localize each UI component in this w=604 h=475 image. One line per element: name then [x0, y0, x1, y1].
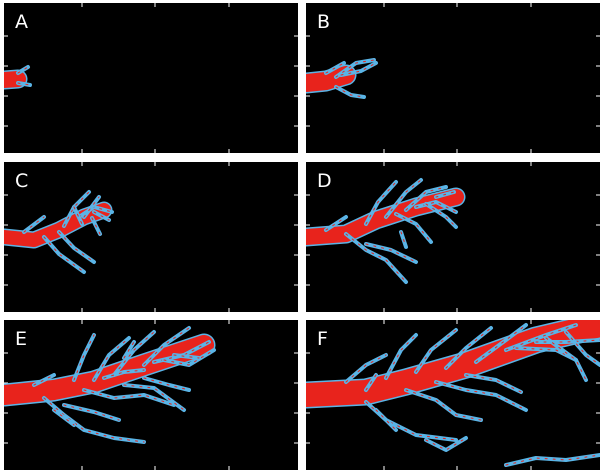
growth-image — [306, 162, 600, 312]
branch-edge — [52, 408, 76, 427]
branch-core — [515, 347, 577, 361]
panel-label: C — [15, 170, 29, 192]
branch-core — [143, 327, 190, 366]
panel-label: D — [317, 170, 332, 192]
panel-label: F — [317, 328, 328, 350]
trunk-core — [4, 71, 26, 88]
panel-c: C — [4, 162, 298, 312]
branch-edge — [504, 453, 600, 467]
branch-core — [445, 327, 492, 369]
branch-core — [123, 384, 185, 411]
panel-label: E — [15, 328, 28, 350]
branch-core — [340, 62, 377, 76]
branch-edge — [324, 215, 348, 232]
branch-edge — [344, 232, 408, 284]
branch-edge — [394, 212, 433, 244]
branch-core — [93, 337, 130, 381]
branch-edge — [32, 373, 56, 387]
branch-edge — [414, 200, 458, 214]
branch-core — [17, 82, 31, 86]
branch-core — [365, 374, 377, 391]
branch-core — [325, 62, 345, 74]
growth-image — [306, 3, 600, 153]
branch-core — [365, 181, 397, 225]
panel-label: A — [15, 11, 28, 33]
branch-core — [78, 206, 113, 218]
branch-core — [123, 341, 135, 359]
branch-core — [405, 186, 447, 211]
branch-edge — [82, 195, 101, 219]
branch-core — [17, 66, 29, 74]
branch-core — [43, 397, 145, 443]
branch-core — [405, 389, 482, 421]
branch-core — [143, 377, 190, 391]
branch-edge — [474, 323, 528, 364]
panel-f: F — [306, 320, 600, 470]
panel-label: B — [317, 11, 331, 33]
branch-core — [345, 354, 387, 383]
branch-core — [415, 329, 457, 373]
branch-edge — [42, 235, 86, 274]
branch-edge — [334, 85, 366, 99]
panel-e: E — [4, 320, 298, 470]
branch-core — [163, 349, 215, 366]
panel-a: A — [4, 3, 298, 153]
branch-core — [91, 217, 101, 235]
branch-edge — [57, 230, 96, 264]
branch-core — [435, 191, 455, 198]
branch-edge — [172, 353, 201, 360]
branch-edge — [42, 396, 146, 444]
branch-core — [113, 331, 155, 376]
branch-core — [73, 206, 83, 225]
trunk-core — [4, 203, 111, 247]
branch-core — [93, 211, 110, 221]
panel-d: D — [306, 162, 600, 312]
branch-core — [103, 369, 145, 379]
branch-edge — [424, 436, 468, 452]
branch-core — [365, 243, 417, 263]
branch-core — [535, 339, 600, 343]
branch-core — [335, 59, 375, 78]
branch-core — [425, 203, 457, 228]
growth-image — [4, 162, 298, 312]
branch-edge — [22, 215, 46, 234]
growth-image — [4, 320, 298, 470]
branch-core — [83, 389, 175, 406]
branch-core — [335, 86, 365, 98]
branch-core — [365, 401, 457, 441]
branch-core — [385, 179, 422, 218]
branch-core — [73, 334, 95, 381]
branch-core — [435, 381, 527, 411]
branch-core — [63, 404, 120, 421]
branch-core — [385, 334, 417, 379]
branch-edge — [364, 400, 458, 442]
branch-core — [43, 236, 85, 273]
growth-image — [306, 320, 600, 470]
branch-core — [465, 374, 522, 393]
branch-core — [400, 231, 407, 248]
branch-core — [505, 324, 577, 351]
branch-edge — [544, 336, 588, 382]
panel-b: B — [306, 3, 600, 153]
branch-core — [375, 409, 397, 431]
branch-core — [565, 331, 600, 366]
growth-image — [4, 3, 298, 153]
